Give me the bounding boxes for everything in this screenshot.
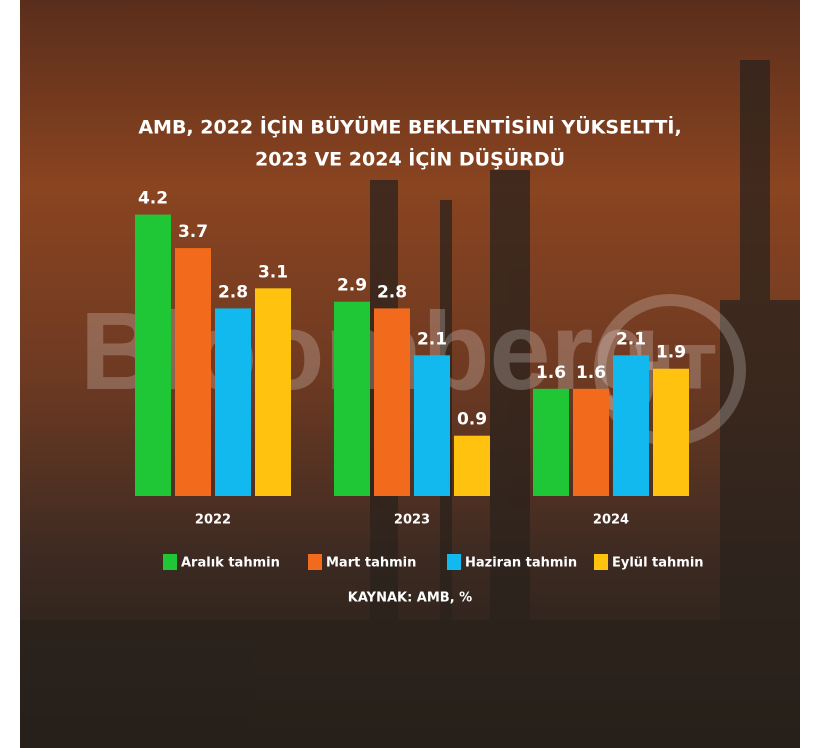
legend-swatch xyxy=(163,554,177,570)
bar xyxy=(414,355,450,496)
data-label: 2.8 xyxy=(377,282,407,302)
data-label: 3.7 xyxy=(178,222,208,242)
data-label: 2.8 xyxy=(218,282,248,302)
x-tick-label: 2023 xyxy=(394,513,430,528)
legend-label: Mart tahmin xyxy=(326,556,416,571)
chart-title: AMB, 2022 İÇİN BÜYÜME BEKLENTİSİNİ YÜKSE… xyxy=(138,115,681,139)
bar xyxy=(454,435,490,496)
factory-silhouette xyxy=(20,60,800,748)
source: KAYNAK: AMB, % xyxy=(348,591,472,606)
data-label: 2.9 xyxy=(337,276,367,296)
bar xyxy=(255,288,291,496)
legend-label: Eylül tahmin xyxy=(612,556,704,571)
bar xyxy=(374,308,410,496)
x-tick-label: 2024 xyxy=(593,513,629,528)
data-label: 3.1 xyxy=(258,262,288,282)
data-label: 1.6 xyxy=(576,363,606,383)
bar xyxy=(215,308,251,496)
data-label: 0.9 xyxy=(457,410,487,430)
bar xyxy=(334,301,370,496)
data-label: 1.9 xyxy=(656,343,686,363)
bar xyxy=(653,368,689,496)
bar xyxy=(533,388,569,496)
data-label: 2.1 xyxy=(417,329,447,349)
bar xyxy=(175,248,211,496)
legend-swatch xyxy=(308,554,322,570)
data-label: 2.1 xyxy=(616,329,646,349)
legend-swatch xyxy=(594,554,608,570)
legend-label: Haziran tahmin xyxy=(465,556,577,571)
legend-label: Aralık tahmin xyxy=(181,556,280,571)
x-tick-label: 2022 xyxy=(195,513,231,528)
bar xyxy=(573,388,609,496)
legend-swatch xyxy=(447,554,461,570)
bar xyxy=(135,214,171,496)
bar xyxy=(613,355,649,496)
data-label: 4.2 xyxy=(138,189,168,209)
data-label: 1.6 xyxy=(536,363,566,383)
chart-title: 2023 VE 2024 İÇİN DÜŞÜRDÜ xyxy=(255,147,565,171)
